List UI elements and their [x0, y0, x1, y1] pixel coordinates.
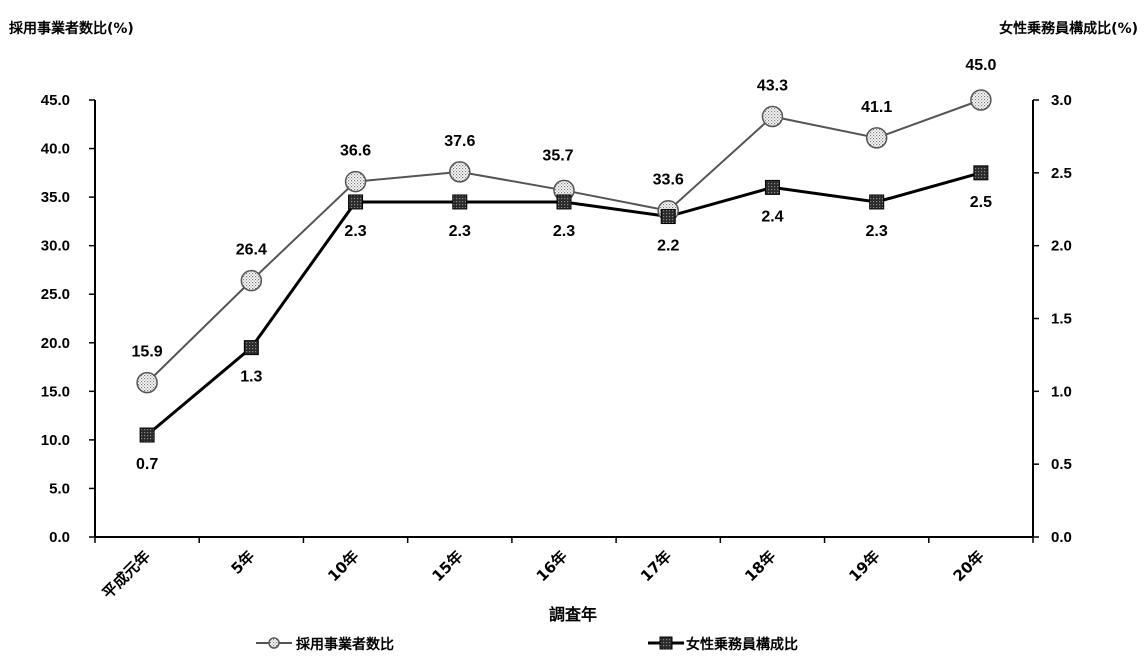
series-1-data-label: 45.0	[965, 57, 996, 74]
series-2-point	[973, 165, 989, 181]
right-tick-label: 1.5	[1051, 311, 1072, 328]
right-tick-label: 0.5	[1051, 456, 1072, 473]
series-1-point	[136, 371, 158, 394]
series-2-data-label: 2.3	[866, 223, 888, 240]
series-line-2	[146, 171, 982, 437]
left-tick-label: 5.0	[49, 480, 70, 497]
series-2-point	[660, 209, 676, 225]
series-1-point	[344, 170, 367, 193]
right-tick-label: 1.0	[1051, 383, 1072, 400]
category-label: 16年	[533, 547, 571, 585]
left-tick-label: 20.0	[41, 335, 70, 352]
category-ticks: 平成元年 5年 10年 15年 16年 17年 18年 19年 20年	[94, 537, 1034, 602]
series-2-point	[556, 194, 572, 210]
series-1-data-label: 15.9	[132, 344, 163, 361]
legend-marker-series-2	[659, 636, 673, 650]
series-2-point	[764, 179, 780, 195]
series-1-data-label: 26.4	[236, 242, 267, 259]
series-2-data-label: 1.3	[240, 369, 262, 386]
series-1-point	[970, 89, 992, 111]
legend-label-series-1: 採用事業者数比	[296, 636, 394, 653]
series-2-data-label: 2.3	[449, 223, 471, 240]
category-label: 17年	[637, 547, 675, 585]
series-1-point	[449, 161, 471, 183]
legend-item-series-1: 採用事業者数比	[256, 636, 394, 653]
right-tick-label: 0.0	[1051, 529, 1072, 546]
series-line-1	[146, 99, 982, 384]
series-2-data-label: 2.4	[761, 208, 783, 225]
series-2-point	[452, 194, 468, 210]
series-2-data-label: 2.3	[344, 223, 366, 240]
left-tick-label: 25.0	[41, 286, 70, 303]
category-label: 平成元年	[99, 547, 154, 602]
right-tick-label: 2.0	[1051, 238, 1072, 255]
series-2-data-label: 2.2	[657, 238, 679, 255]
axes	[94, 100, 1034, 538]
series-1-data-label: 37.6	[444, 133, 475, 150]
series-1-data-label: 43.3	[757, 78, 788, 95]
series-2-point	[348, 194, 364, 210]
left-tick-label: 40.0	[41, 141, 70, 158]
right-axis-title: 女性乗務員構成比(%)	[999, 20, 1138, 37]
series-markers	[136, 89, 992, 443]
right-tick-label: 2.5	[1051, 165, 1072, 182]
series-2-data-label: 2.5	[970, 194, 992, 211]
left-axis-ticks: 0.0 5.0 10.0 15.0 20.0 25.0 30.0 35.0 40.0 45.0	[41, 92, 95, 546]
category-label: 18年	[741, 547, 779, 585]
series-2-point	[869, 194, 885, 210]
data-labels: 15.9 26.4 36.6 37.6 35.7 33.6 43.3 41.1 45.0 0.7 1…	[132, 57, 997, 473]
category-label: 15年	[429, 547, 467, 585]
left-tick-label: 45.0	[41, 92, 70, 109]
category-label: 20年	[950, 547, 988, 585]
left-tick-label: 15.0	[41, 383, 70, 400]
right-axis-ticks: 0.0 0.5 1.0 1.5 2.0 2.5 3.0	[1033, 92, 1072, 546]
series-1-point	[865, 127, 888, 149]
left-tick-label: 30.0	[41, 238, 70, 255]
left-tick-label: 35.0	[41, 189, 70, 206]
left-tick-label: 10.0	[41, 432, 70, 449]
series-1-data-label: 33.6	[653, 172, 684, 189]
series-1-data-label: 41.1	[861, 99, 892, 116]
category-label: 10年	[324, 547, 362, 585]
legend-label-series-2: 女性乗務員構成比	[686, 636, 798, 653]
legend-marker-series-1	[268, 637, 280, 649]
series-2-point	[243, 340, 259, 356]
series-1-data-label: 35.7	[542, 147, 573, 164]
left-axis-title: 採用事業者数比(%)	[9, 20, 134, 37]
series-2-data-label: 0.7	[136, 456, 158, 473]
left-tick-label: 0.0	[49, 529, 70, 546]
series-2-point	[139, 427, 155, 443]
legend-item-series-2: 女性乗務員構成比	[648, 636, 798, 653]
category-label: 19年	[845, 547, 883, 585]
series-1-data-label: 36.6	[340, 143, 371, 160]
legend: 採用事業者数比 女性乗務員構成比	[256, 636, 798, 653]
series-1-point	[240, 269, 263, 292]
right-tick-label: 3.0	[1051, 92, 1072, 109]
category-label: 5年	[227, 547, 258, 578]
x-axis-title: 調査年	[549, 605, 597, 624]
series-1-point	[761, 105, 784, 128]
series-2-data-label: 2.3	[553, 223, 575, 240]
